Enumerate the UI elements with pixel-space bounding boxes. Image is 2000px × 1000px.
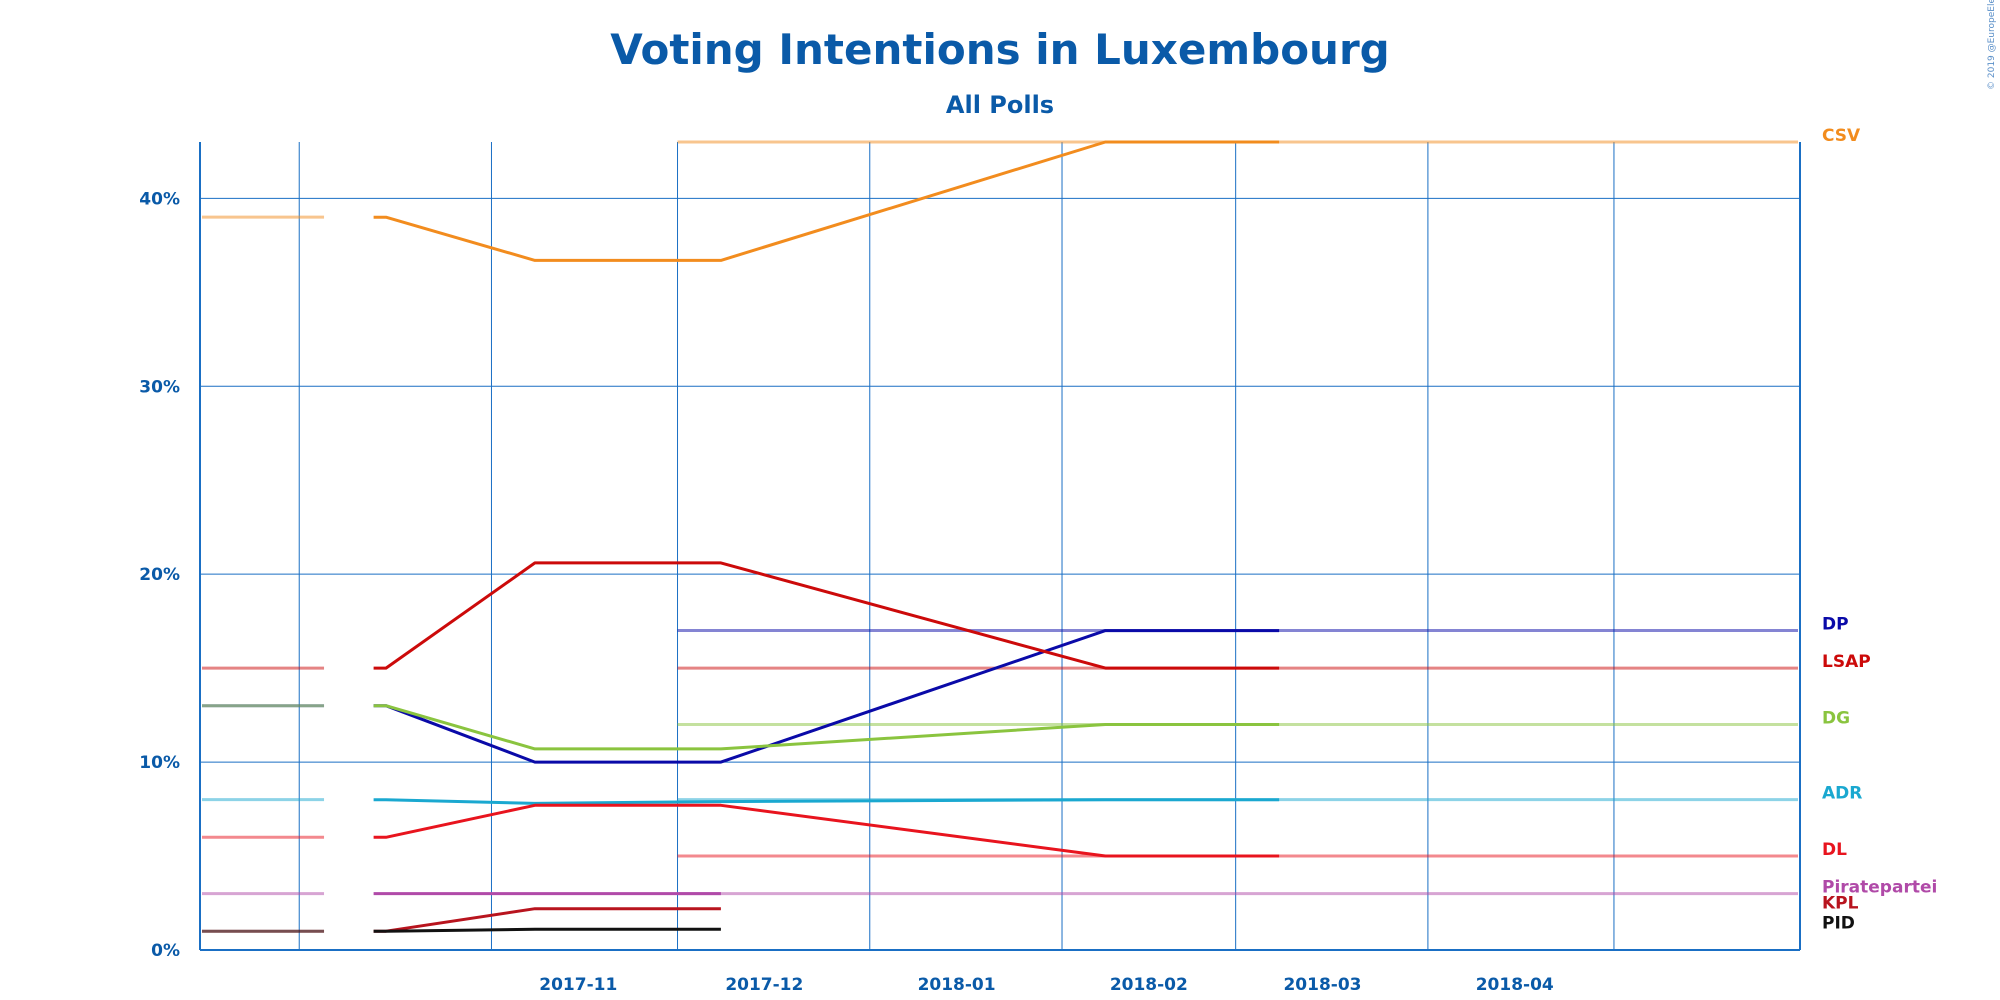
series-label-piratepartei: Piratepartei — [1822, 878, 1937, 898]
x-tick-label: 2018-02 — [1110, 975, 1188, 995]
series-label-kpl: KPL — [1822, 894, 1859, 914]
x-tick-label: 2018-01 — [918, 975, 996, 995]
series-line-pid — [373, 927, 721, 933]
axes — [199, 142, 1801, 951]
series-label-lsap: LSAP — [1822, 652, 1871, 672]
x-tick-label: 2017-12 — [725, 975, 803, 995]
y-tick-labels: 0% 10% 20% 30% 40% — [139, 189, 180, 961]
series-line-dl — [373, 803, 1280, 858]
result-lines — [677, 140, 1798, 896]
y-tick-label: 30% — [139, 377, 180, 397]
series-lines — [373, 140, 1280, 933]
y-tick-label: 20% — [139, 565, 180, 585]
series-line-csv — [373, 140, 1280, 262]
x-tick-label: 2018-04 — [1476, 975, 1554, 995]
grid-lines — [200, 142, 1800, 950]
x-tick-label: 2018-03 — [1283, 975, 1361, 995]
series-line-adr — [373, 798, 1280, 805]
x-tick-labels: 2017-11 2017-12 2018-01 2018-02 2018-03 2018-… — [539, 975, 1554, 995]
x-tick-label: 2017-11 — [539, 975, 617, 995]
series-label-csv: CSV — [1822, 126, 1861, 146]
series-label-dl: DL — [1822, 840, 1847, 860]
copyright-note: © 2019 @EuropeElects — [1987, 0, 1997, 90]
series-label-dp: DP — [1822, 615, 1849, 635]
y-tick-label: 40% — [139, 189, 180, 209]
series-label-adr: ADR — [1822, 784, 1862, 804]
previous-election-lines — [202, 215, 325, 933]
series-line-lsap — [373, 561, 1280, 670]
series-line-dg — [373, 704, 1280, 751]
chart-subtitle: All Polls — [946, 91, 1054, 119]
y-tick-label: 10% — [139, 753, 180, 773]
series-label-pid: PID — [1822, 913, 1855, 933]
y-tick-label: 0% — [151, 941, 180, 961]
series-label-dg: DG — [1822, 709, 1850, 729]
chart-title: Voting Intentions in Luxembourg — [610, 25, 1389, 74]
